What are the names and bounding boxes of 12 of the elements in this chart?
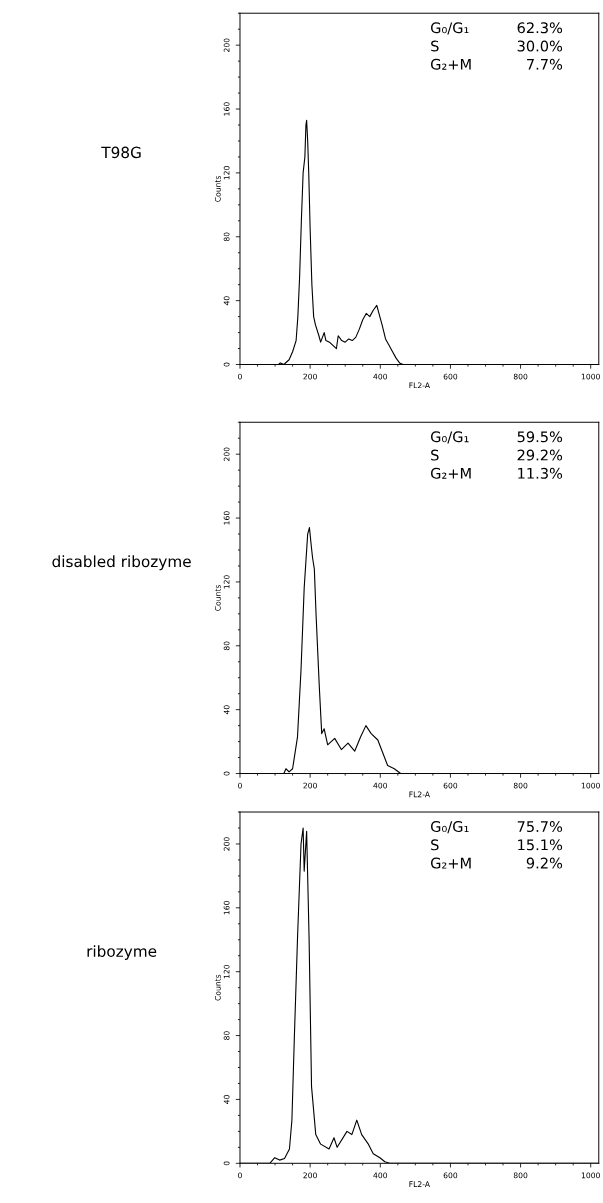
text: G₀/G₁ 75.7% xyxy=(430,821,563,834)
text: S 30.0% xyxy=(431,40,563,52)
text: G₀/G₁ 59.5% xyxy=(430,431,563,444)
text: disabled ribozyme xyxy=(52,555,191,571)
text: G₀/G₁ 62.3% xyxy=(430,22,563,35)
text: ribozyme xyxy=(87,945,157,960)
text: G₂+M 11.3% xyxy=(430,467,563,479)
text: S 15.1% xyxy=(431,839,563,851)
text: S 29.2% xyxy=(431,449,563,461)
text: T98G xyxy=(101,146,141,159)
text: G₂+M 7.7% xyxy=(430,58,563,70)
text: G₂+M 9.2% xyxy=(430,857,563,869)
